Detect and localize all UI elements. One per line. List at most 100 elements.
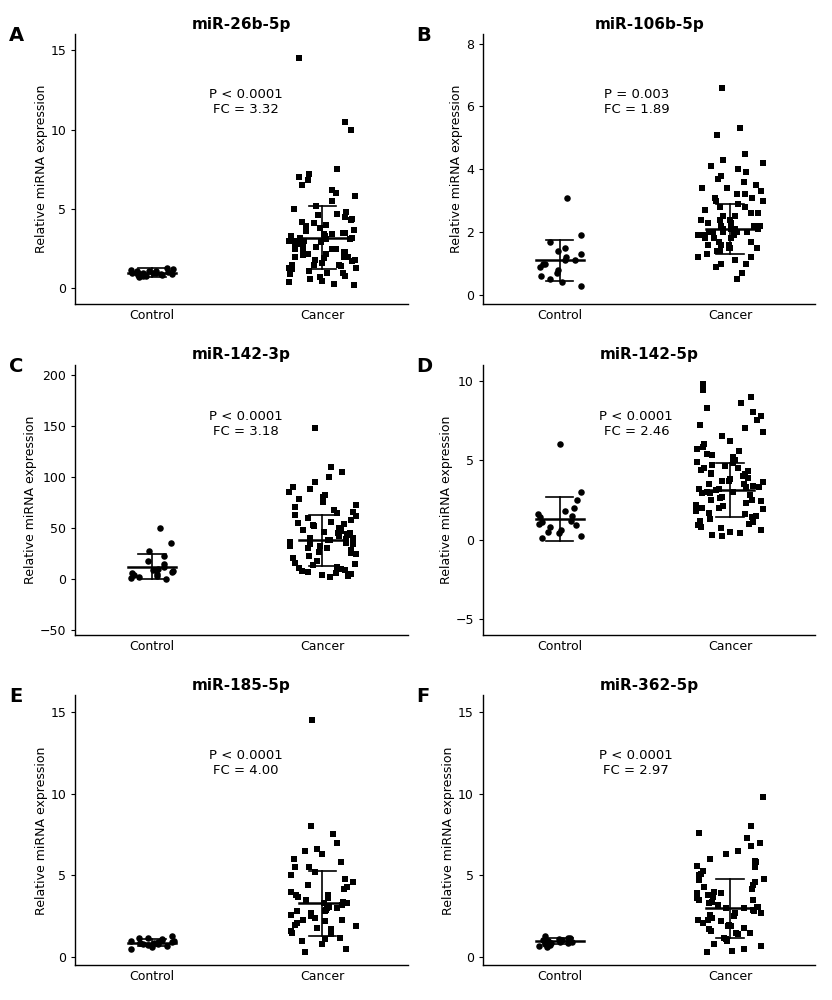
Point (749, 853, 762, 869)
Point (732, 443, 745, 459)
Point (308, 257, 321, 273)
Point (565, 934, 578, 950)
Point (285, 228, 298, 244)
Point (324, 459, 338, 475)
Point (561, 190, 574, 206)
Point (344, 212, 358, 228)
Text: P < 0.0001
FC = 3.18: P < 0.0001 FC = 3.18 (209, 410, 283, 438)
Point (301, 540, 314, 556)
Point (725, 218, 738, 234)
Point (733, 525, 746, 541)
Point (319, 902, 333, 918)
Point (288, 241, 301, 257)
Point (339, 535, 353, 551)
Text: P < 0.0001
FC = 2.97: P < 0.0001 FC = 2.97 (600, 749, 673, 777)
Point (708, 190, 721, 206)
Point (314, 220, 327, 236)
Point (142, 543, 156, 559)
Point (729, 452, 742, 468)
Point (124, 570, 137, 586)
Point (753, 218, 766, 234)
Point (707, 884, 721, 900)
Point (318, 524, 331, 540)
Point (745, 881, 759, 897)
Point (694, 417, 707, 433)
Point (156, 267, 169, 283)
Point (292, 50, 305, 66)
Y-axis label: Relative miRNA expression: Relative miRNA expression (443, 746, 455, 915)
Point (310, 920, 324, 936)
Point (730, 186, 744, 202)
Point (738, 476, 751, 492)
Point (302, 548, 315, 564)
Y-axis label: Relative miRNA expression: Relative miRNA expression (24, 416, 37, 584)
Point (301, 877, 314, 893)
Point (704, 492, 717, 508)
Point (282, 260, 295, 276)
Point (349, 188, 362, 204)
Point (746, 514, 760, 530)
Point (156, 931, 169, 947)
Point (697, 460, 711, 476)
Point (324, 569, 337, 585)
Point (166, 928, 179, 944)
Point (338, 562, 351, 578)
Point (296, 912, 310, 928)
Point (285, 925, 299, 941)
Point (151, 561, 165, 577)
Point (723, 524, 736, 540)
Point (712, 481, 726, 497)
Point (721, 918, 735, 934)
Point (706, 910, 719, 926)
Point (732, 161, 745, 177)
Point (745, 492, 759, 508)
Point (740, 224, 754, 240)
Point (337, 265, 350, 281)
Point (125, 941, 138, 957)
Point (320, 900, 334, 916)
Point (755, 493, 768, 509)
Point (751, 205, 765, 221)
Point (538, 935, 552, 951)
Point (538, 936, 552, 952)
Point (124, 262, 137, 278)
Point (729, 925, 742, 941)
Point (692, 872, 706, 888)
Point (719, 931, 732, 947)
Point (702, 476, 716, 492)
Point (161, 938, 174, 954)
Point (696, 863, 710, 879)
Point (338, 244, 351, 260)
Text: C: C (9, 357, 23, 376)
Point (315, 255, 329, 271)
Point (334, 854, 347, 870)
Point (724, 215, 737, 231)
Point (288, 917, 301, 933)
Point (288, 499, 301, 515)
Point (157, 559, 171, 575)
Point (343, 231, 356, 247)
Point (725, 215, 738, 231)
Point (541, 933, 554, 949)
Point (707, 230, 721, 246)
Point (291, 515, 305, 531)
Point (330, 900, 344, 916)
Point (745, 389, 758, 405)
Point (746, 877, 760, 893)
Point (754, 905, 767, 921)
Point (560, 249, 573, 265)
Point (291, 236, 305, 252)
Point (285, 257, 299, 273)
Point (703, 851, 716, 867)
Point (713, 212, 726, 228)
Point (745, 509, 759, 525)
Point (711, 171, 725, 187)
Point (702, 237, 716, 253)
Point (283, 274, 296, 290)
Point (285, 884, 298, 900)
Point (703, 224, 716, 240)
Point (318, 931, 331, 947)
Point (705, 466, 718, 482)
Point (296, 247, 310, 263)
Point (307, 215, 320, 231)
